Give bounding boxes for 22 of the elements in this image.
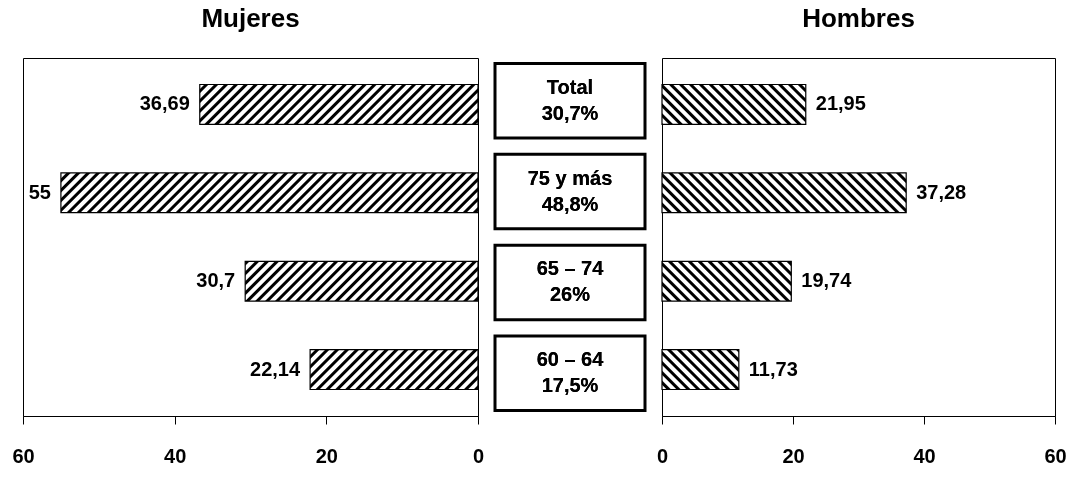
chart-title: Mujeres — [201, 3, 300, 33]
text: 11,73 — [748, 357, 798, 380]
text: 30,7 — [196, 269, 236, 292]
chart-title: Hombres — [802, 3, 915, 33]
text: 55 — [28, 180, 51, 203]
x-tick-label: 40 — [164, 444, 187, 467]
x-tick-label: 0 — [656, 444, 669, 467]
y-tick-label: 65 – 74 26% — [536, 257, 605, 306]
x-tick-label: 60 — [1044, 444, 1067, 467]
text: 21,95 — [815, 92, 866, 115]
text: 36,69 — [139, 92, 190, 115]
x-tick-label: 0 — [472, 444, 485, 467]
y-tick-label: 60 – 64 17,5% — [536, 348, 605, 397]
x-tick-label: 40 — [913, 444, 936, 467]
text: 19,74 — [801, 269, 852, 292]
y-tick-label: Total 30,7% — [541, 75, 599, 124]
x-tick-label: 20 — [782, 444, 805, 467]
y-tick-label: 75 y más 48,8% — [527, 166, 613, 215]
x-tick-label: 20 — [315, 444, 338, 467]
text: 22,14 — [250, 357, 301, 380]
x-tick-label: 60 — [12, 444, 35, 467]
text: 37,28 — [916, 180, 967, 203]
